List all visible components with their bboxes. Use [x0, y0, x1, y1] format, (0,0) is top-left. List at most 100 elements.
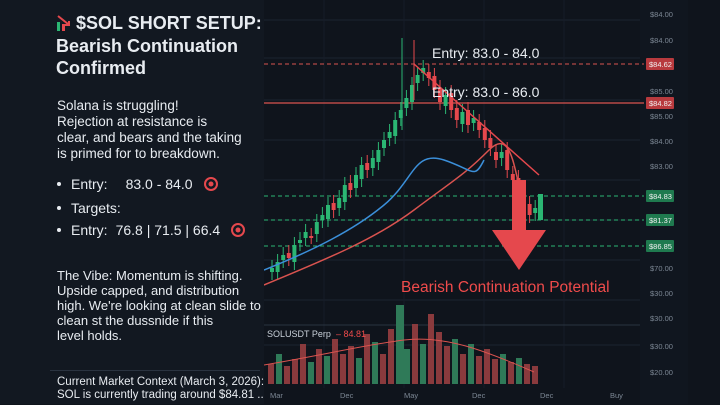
vibe-line: clean st the dussnide if this — [57, 313, 214, 328]
bullet-value: 76.8 | 71.5 | 66.4 — [115, 222, 221, 238]
candle — [382, 140, 386, 148]
candle — [410, 85, 414, 102]
candle — [421, 68, 426, 73]
indicator-lines — [264, 63, 540, 286]
volume-bar — [444, 346, 450, 384]
price-tags: $84.62 $84.82 $84.83 $81.37 $86.85 — [646, 58, 674, 252]
axis-tick-label: $84.00 — [650, 36, 673, 45]
volume-bar — [524, 364, 530, 384]
axis-tick-label: $85.00 — [650, 87, 673, 96]
candle — [342, 185, 347, 202]
volume-bar — [340, 354, 346, 384]
axis-tick-label: $70.00 — [650, 264, 673, 273]
target-icon — [203, 177, 218, 191]
bullet-entry: Entry: 83.0 - 84.0 — [57, 176, 218, 192]
x-axis-labels: Mar Dec May Dec Dec Buy — [270, 391, 623, 400]
price-tag-label: $84.83 — [649, 192, 672, 201]
candle — [354, 175, 358, 188]
x-axis-label: Buy — [610, 391, 623, 400]
volume-bar — [468, 344, 474, 384]
candle — [281, 255, 286, 260]
context-divider — [50, 370, 260, 405]
trend-line — [413, 63, 540, 176]
volume-bar — [380, 354, 386, 384]
candle — [270, 268, 274, 272]
volume-bar — [316, 349, 322, 384]
candle — [438, 88, 442, 102]
candle — [398, 110, 403, 118]
price-tag — [646, 214, 674, 226]
candle — [275, 262, 280, 272]
candle — [376, 150, 381, 162]
chart-down-icon — [57, 15, 70, 31]
volume-bar — [460, 354, 466, 384]
candle — [488, 138, 493, 148]
candle — [337, 198, 342, 208]
candle — [426, 72, 431, 78]
x-axis-label: Dec — [340, 391, 354, 400]
axis-tick-label: $84.00 — [650, 137, 673, 146]
price-tag — [646, 190, 674, 202]
price-tag — [646, 240, 674, 252]
volume-bar — [532, 366, 538, 384]
volume-bar — [268, 364, 274, 384]
volume-title: SOLUSDT Perp — [267, 329, 331, 339]
vibe-text: Momentum is shifting. — [112, 268, 243, 283]
candle — [460, 112, 465, 124]
candle — [387, 132, 392, 138]
axis-tick-label: $84.00 — [650, 10, 673, 19]
vibe-label: The Vibe: — [57, 268, 113, 283]
context-label: Current Market Context — [57, 376, 177, 388]
moving-average-blue — [264, 157, 485, 271]
candle — [326, 205, 330, 219]
candle — [466, 110, 470, 125]
volume-bar — [428, 314, 434, 384]
volume-bar — [452, 339, 458, 384]
candle — [359, 165, 364, 179]
price-tag-label: $84.62 — [649, 60, 672, 69]
price-tag — [646, 97, 674, 109]
moving-average-red — [264, 142, 525, 286]
bullet-label: Entry: — [71, 176, 108, 192]
context-line: SOL is currently trading around $84.81 .… — [57, 389, 267, 401]
candle — [477, 122, 482, 130]
candle — [314, 222, 319, 234]
price-tag-label: $84.82 — [649, 99, 672, 108]
volume-bar — [420, 344, 426, 384]
volume-bar — [276, 354, 282, 384]
bullet-icon — [57, 228, 61, 232]
volume-bar — [284, 366, 290, 384]
candle — [303, 232, 308, 238]
intro-line: clear, and bears and the taking — [57, 130, 242, 145]
candles — [270, 38, 543, 280]
axis-tick-label: $30.00 — [650, 342, 673, 351]
page-title-line1: $SOL SHORT SETUP: — [76, 13, 262, 33]
candle — [404, 98, 409, 108]
candle — [393, 120, 398, 136]
axis-tick-label: $85.00 — [650, 112, 673, 121]
candle — [449, 93, 454, 110]
price-chart[interactable]: $84.00$84.00$86.00$85.00$85.00$84.00$83.… — [264, 0, 720, 404]
page-title-line2: Bearish Continuation — [56, 36, 239, 56]
x-axis-label: Dec — [472, 391, 486, 400]
price-tag — [646, 58, 674, 70]
volume-line — [264, 338, 535, 373]
candle — [482, 128, 487, 140]
volume-bars — [264, 305, 640, 384]
candle — [510, 174, 515, 180]
volume-bar — [348, 346, 354, 384]
axis-tick-label: $30.00 — [650, 314, 673, 323]
bullet-targets: Targets: — [57, 200, 121, 216]
candle — [494, 152, 498, 160]
down-arrow-icon — [492, 180, 546, 270]
volume-bar — [484, 349, 490, 384]
candle — [538, 194, 543, 220]
volume-bar — [396, 305, 404, 384]
intro-line: is primed for to breakdown. — [57, 146, 220, 161]
candle — [348, 183, 353, 190]
x-axis-label: Dec — [540, 391, 554, 400]
candle — [443, 95, 448, 106]
volume-bar — [500, 354, 506, 384]
axis-tick-label: $83.00 — [650, 162, 673, 171]
bullet-value: 83.0 - 84.0 — [125, 176, 193, 192]
